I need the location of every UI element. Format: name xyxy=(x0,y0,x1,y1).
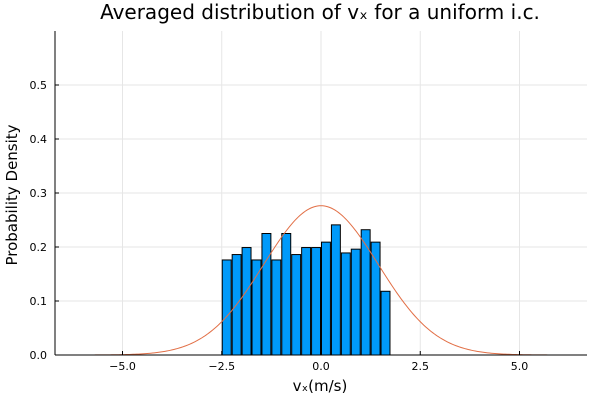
x-ticks: −5.0 −2.5 0.0 2.5 5.0 xyxy=(109,351,528,373)
x-tick-label: 5.0 xyxy=(511,360,529,373)
bar-14 xyxy=(360,229,371,356)
bar-10 xyxy=(320,241,331,356)
bar-15 xyxy=(370,241,381,356)
bar-4 xyxy=(261,233,272,356)
bar-5 xyxy=(271,259,282,356)
x-tick-label: 0.0 xyxy=(312,360,330,373)
chart-title: Averaged distribution of vₓ for a unifor… xyxy=(100,0,540,24)
y-axis-label: Probability Density xyxy=(3,124,21,265)
bar-13 xyxy=(350,248,361,356)
bar-6 xyxy=(281,233,292,356)
x-tick-label: −2.5 xyxy=(208,360,235,373)
y-tick-label: 0.5 xyxy=(30,79,48,92)
x-tick-label: 2.5 xyxy=(412,360,430,373)
y-tick-label: 0.2 xyxy=(30,241,48,254)
bar-7 xyxy=(291,254,302,356)
y-ticks: 0.0 0.1 0.2 0.3 0.4 0.5 xyxy=(30,79,59,362)
bar-8 xyxy=(301,247,312,356)
y-tick-label: 0.1 xyxy=(30,295,48,308)
y-tick-label: 0.3 xyxy=(30,187,48,200)
x-tick-label: −5.0 xyxy=(109,360,136,373)
bar-9 xyxy=(311,247,322,356)
bar-2 xyxy=(241,247,252,356)
y-tick-label: 0.4 xyxy=(30,133,48,146)
bar-0 xyxy=(221,259,232,356)
density-curve xyxy=(55,205,587,356)
y-tick-label: 0.0 xyxy=(30,349,48,362)
bar-11 xyxy=(330,224,341,356)
x-axis-label: vₓ(m/s) xyxy=(293,377,348,395)
bar-16 xyxy=(380,290,391,356)
bar-12 xyxy=(340,252,351,356)
bar-3 xyxy=(251,259,262,356)
